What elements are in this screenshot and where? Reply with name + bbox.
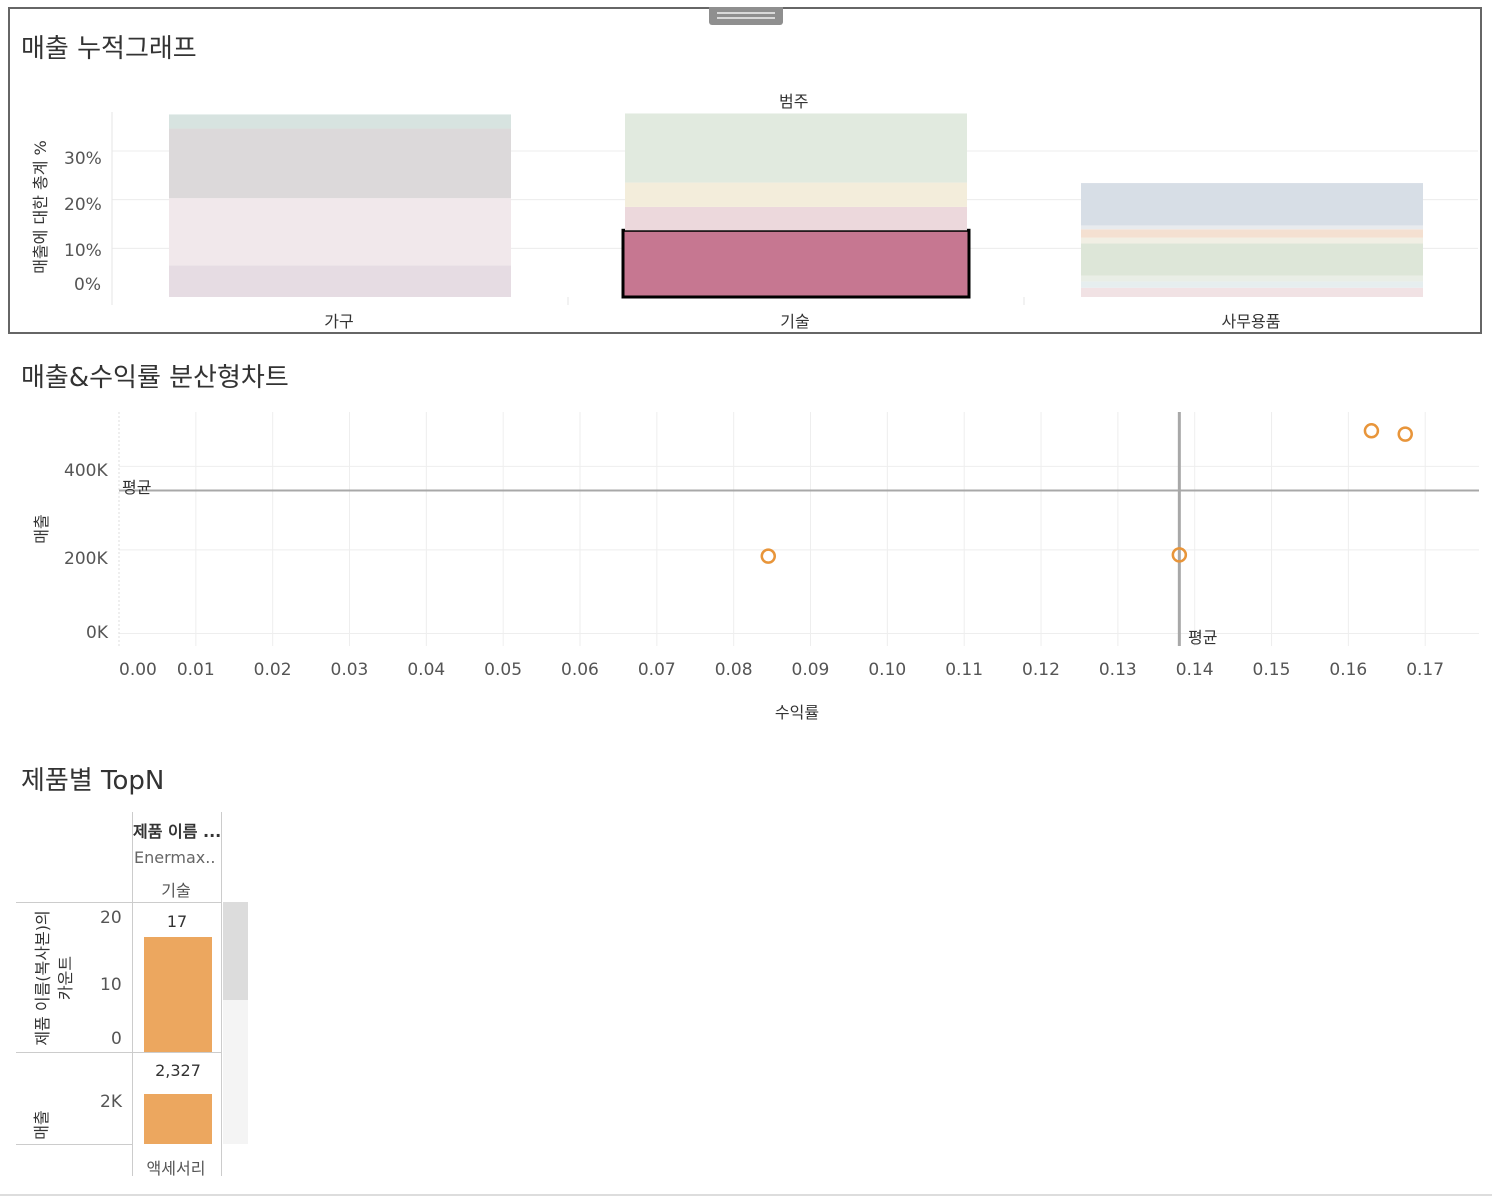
topn-count-axis-label-line2: 카운트 [56,955,75,1001]
page-bottom-divider [0,1194,1492,1196]
stacked-y-tick: 0% [74,275,101,295]
scatter-x-tick: 0.00 [119,660,157,680]
stacked-bar-chart[interactable] [0,0,1492,340]
topn-count-value-label: 17 [166,912,188,931]
topn-grid-line [132,812,133,1176]
scatter-x-tick: 0.07 [637,660,676,680]
scatter-y-tick: 0K [86,623,108,643]
stacked-segment[interactable] [169,128,511,199]
scatter-x-axis-label: 수익률 [774,703,820,722]
topn-column-header[interactable]: 제품 이름 ... [133,822,221,841]
stacked-segment[interactable] [625,206,967,231]
topn-sales-value-label: 2,327 [155,1061,201,1080]
scatter-x-tick: 0.11 [945,660,984,680]
topn-count-tick: 10 [100,975,122,995]
stacked-segment[interactable] [169,114,511,129]
scatter-x-tick: 0.17 [1406,660,1445,680]
stacked-chart-header: 범주 [779,92,809,111]
stacked-segment[interactable] [625,182,967,207]
stacked-segment[interactable] [169,265,511,297]
stacked-y-tick: 30% [64,149,102,169]
scatter-chart-title: 매출&수익률 분산형차트 [21,363,289,393]
category-label-technology: 기술 [780,312,810,331]
topn-grid-line [16,902,222,903]
topn-product-name[interactable]: Enermax.. [134,848,216,867]
topn-grid-line [16,1052,222,1053]
topn-count-axis-label: 제품 이름(복사본)의 [33,910,52,1046]
stacked-segment[interactable] [1081,237,1423,244]
scatter-point[interactable] [1363,423,1380,439]
stacked-segment[interactable] [1081,287,1423,297]
stacked-segment[interactable] [1081,229,1423,238]
stacked-segment[interactable] [169,198,511,266]
stacked-segment[interactable] [1081,243,1423,276]
scatter-x-tick: 0.03 [330,660,369,680]
avg-profit-line-label: 평균 [1188,628,1218,647]
topn-category: 기술 [161,881,191,900]
scatter-point[interactable] [1397,426,1413,442]
topn-count-bar[interactable] [144,937,212,1052]
scatter-point[interactable] [760,548,777,564]
scatter-x-tick: 0.16 [1329,660,1368,680]
stacked-segment[interactable] [1081,275,1423,282]
topn-footer-category: 액세서리 [146,1159,206,1178]
stacked-segment[interactable] [625,113,967,183]
drag-handle[interactable] [709,7,783,25]
scatter-x-tick: 0.04 [407,660,446,680]
category-label-office-supplies: 사무용품 [1221,312,1281,331]
topn-sales-tick: 2K [100,1092,122,1112]
stacked-y-tick: 10% [64,241,102,261]
scatter-x-tick: 0.15 [1252,660,1291,680]
scatter-y-tick: 200K [64,549,108,569]
scatter-x-tick: 0.10 [868,660,907,680]
avg-sales-line-label: 평균 [122,478,152,497]
category-label-furniture: 가구 [324,312,354,331]
scatter-x-tick: 0.06 [561,660,599,680]
scatter-y-tick: 400K [64,461,108,481]
topn-sales-bar[interactable] [144,1093,212,1144]
topn-scrollbar-thumb[interactable] [223,902,248,1000]
topn-count-tick: 0 [111,1029,122,1049]
scatter-x-tick: 0.14 [1175,660,1214,680]
topn-count-tick: 20 [100,908,122,928]
stacked-segment[interactable] [1081,281,1423,288]
scatter-x-tick: 0.09 [791,660,830,680]
stacked-segment[interactable] [1081,183,1423,226]
stacked-segment-selected[interactable] [621,228,971,299]
stacked-y-tick: 20% [64,195,102,215]
stacked-segment[interactable] [1081,225,1423,230]
topn-grid-line [16,1144,132,1145]
topn-sales-axis-label: 매출 [32,1110,51,1140]
scatter-x-tick: 0.01 [176,660,215,680]
topn-grid-line [221,812,222,1176]
scatter-point[interactable] [1171,547,1188,563]
scatter-x-tick: 0.05 [484,660,523,680]
scatter-x-tick: 0.12 [1022,660,1060,680]
scatter-x-tick: 0.08 [714,660,753,680]
scatter-x-tick: 0.13 [1098,660,1137,680]
scatter-chart[interactable] [0,400,1492,700]
stacked-chart-title: 매출 누적그래프 [21,34,197,64]
topn-chart-title: 제품별 TopN [21,766,165,796]
scatter-x-tick: 0.02 [253,660,292,680]
